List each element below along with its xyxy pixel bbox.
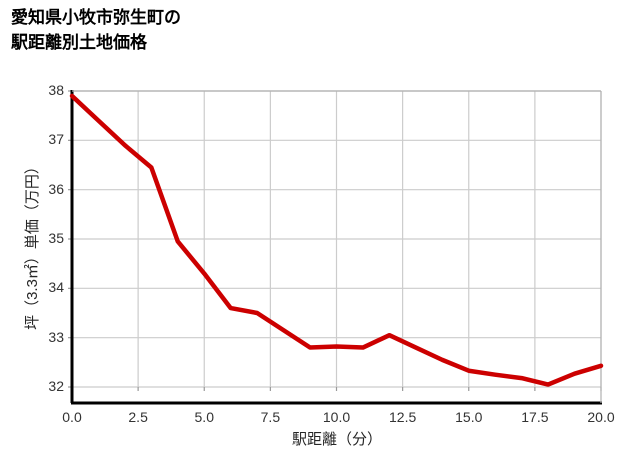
- x-tick-label: 7.5: [260, 409, 281, 425]
- data-series-line: [69, 93, 604, 387]
- x-tick-label: 2.5: [128, 409, 148, 425]
- y-tick-label: 34: [48, 279, 64, 296]
- x-tick-label: 20.0: [587, 409, 615, 425]
- x-axis-label: 駅距離（分）: [291, 431, 382, 448]
- y-tick-label: 37: [48, 131, 64, 148]
- y-tick-label: 32: [48, 378, 64, 394]
- x-tick-label: 0.0: [62, 409, 82, 425]
- x-tick-label: 10.0: [322, 409, 351, 425]
- y-tick-label: 35: [48, 230, 64, 246]
- x-tick-label: 15.0: [455, 409, 483, 425]
- gridlines: [71, 90, 602, 388]
- chart-title: 愛知県小牧市弥生町の 駅距離別土地価格: [11, 8, 181, 52]
- y-tick-label: 38: [48, 82, 64, 98]
- x-tick-label: 12.5: [389, 409, 417, 425]
- x-tick-label: 17.5: [521, 409, 549, 425]
- x-tick-label: 5.0: [194, 409, 214, 425]
- y-tick-label: 33: [48, 328, 64, 345]
- axis-spines: [70, 90, 602, 405]
- y-tick-label: 36: [48, 180, 64, 197]
